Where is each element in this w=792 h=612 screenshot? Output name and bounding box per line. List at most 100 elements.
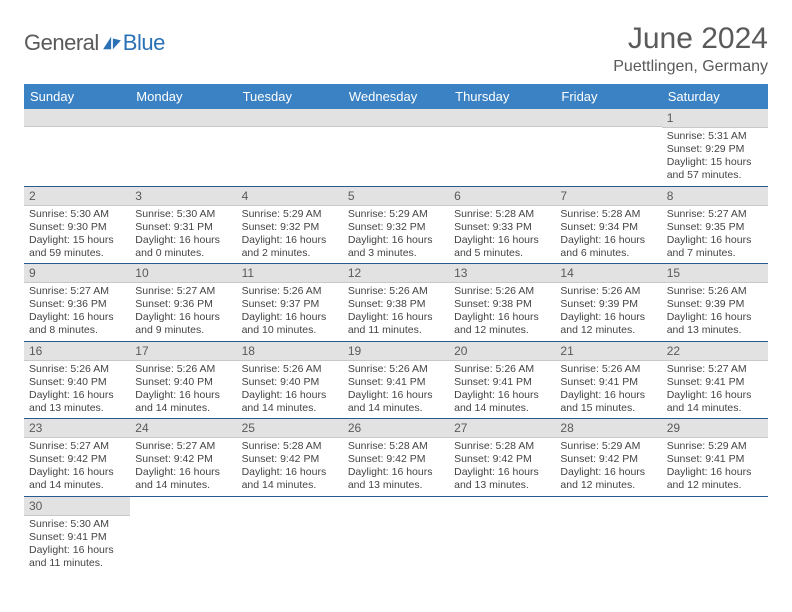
empty-day-bar	[237, 109, 343, 127]
calendar-week-row: 16Sunrise: 5:26 AMSunset: 9:40 PMDayligh…	[24, 341, 768, 419]
day-number: 21	[555, 342, 661, 361]
calendar-day-cell: 6Sunrise: 5:28 AMSunset: 9:33 PMDaylight…	[449, 186, 555, 264]
calendar-day-cell: 16Sunrise: 5:26 AMSunset: 9:40 PMDayligh…	[24, 341, 130, 419]
day-number: 26	[343, 419, 449, 438]
day-number: 2	[24, 187, 130, 206]
day-details: Sunrise: 5:30 AMSunset: 9:41 PMDaylight:…	[24, 516, 130, 574]
calendar-day-cell	[449, 496, 555, 573]
calendar-day-cell	[555, 496, 661, 573]
calendar-day-cell: 19Sunrise: 5:26 AMSunset: 9:41 PMDayligh…	[343, 341, 449, 419]
day-number: 12	[343, 264, 449, 283]
calendar-day-cell: 23Sunrise: 5:27 AMSunset: 9:42 PMDayligh…	[24, 419, 130, 497]
day-number: 9	[24, 264, 130, 283]
calendar-day-cell	[662, 496, 768, 573]
day-details: Sunrise: 5:26 AMSunset: 9:37 PMDaylight:…	[237, 283, 343, 341]
calendar-day-cell: 10Sunrise: 5:27 AMSunset: 9:36 PMDayligh…	[130, 264, 236, 342]
calendar-day-cell: 1Sunrise: 5:31 AMSunset: 9:29 PMDaylight…	[662, 109, 768, 186]
day-number: 6	[449, 187, 555, 206]
calendar-day-cell: 5Sunrise: 5:29 AMSunset: 9:32 PMDaylight…	[343, 186, 449, 264]
day-number: 24	[130, 419, 236, 438]
calendar-table: Sunday Monday Tuesday Wednesday Thursday…	[24, 84, 768, 573]
calendar-day-cell: 11Sunrise: 5:26 AMSunset: 9:37 PMDayligh…	[237, 264, 343, 342]
day-details: Sunrise: 5:27 AMSunset: 9:42 PMDaylight:…	[24, 438, 130, 496]
calendar-day-cell: 22Sunrise: 5:27 AMSunset: 9:41 PMDayligh…	[662, 341, 768, 419]
calendar-day-cell: 7Sunrise: 5:28 AMSunset: 9:34 PMDaylight…	[555, 186, 661, 264]
calendar-week-row: 9Sunrise: 5:27 AMSunset: 9:36 PMDaylight…	[24, 264, 768, 342]
day-number: 7	[555, 187, 661, 206]
day-number: 19	[343, 342, 449, 361]
day-number: 11	[237, 264, 343, 283]
calendar-page: General Blue June 2024 Puettlingen, Germ…	[0, 0, 792, 573]
header: General Blue June 2024 Puettlingen, Germ…	[24, 22, 768, 76]
calendar-day-cell: 27Sunrise: 5:28 AMSunset: 9:42 PMDayligh…	[449, 419, 555, 497]
calendar-day-cell: 14Sunrise: 5:26 AMSunset: 9:39 PMDayligh…	[555, 264, 661, 342]
calendar-day-cell: 8Sunrise: 5:27 AMSunset: 9:35 PMDaylight…	[662, 186, 768, 264]
day-details: Sunrise: 5:29 AMSunset: 9:32 PMDaylight:…	[343, 206, 449, 264]
weekday-header: Saturday	[662, 84, 768, 109]
day-details: Sunrise: 5:28 AMSunset: 9:42 PMDaylight:…	[343, 438, 449, 496]
calendar-day-cell: 18Sunrise: 5:26 AMSunset: 9:40 PMDayligh…	[237, 341, 343, 419]
location-label: Puettlingen, Germany	[613, 58, 768, 76]
empty-day-bar	[449, 109, 555, 127]
day-number: 18	[237, 342, 343, 361]
calendar-day-cell: 3Sunrise: 5:30 AMSunset: 9:31 PMDaylight…	[130, 186, 236, 264]
calendar-day-cell: 4Sunrise: 5:29 AMSunset: 9:32 PMDaylight…	[237, 186, 343, 264]
calendar-day-cell: 30Sunrise: 5:30 AMSunset: 9:41 PMDayligh…	[24, 496, 130, 573]
day-details: Sunrise: 5:28 AMSunset: 9:34 PMDaylight:…	[555, 206, 661, 264]
calendar-day-cell	[555, 109, 661, 186]
calendar-day-cell: 2Sunrise: 5:30 AMSunset: 9:30 PMDaylight…	[24, 186, 130, 264]
calendar-day-cell	[237, 496, 343, 573]
month-title: June 2024	[613, 22, 768, 56]
day-details: Sunrise: 5:30 AMSunset: 9:31 PMDaylight:…	[130, 206, 236, 264]
day-number: 4	[237, 187, 343, 206]
day-details: Sunrise: 5:26 AMSunset: 9:40 PMDaylight:…	[24, 361, 130, 419]
calendar-week-row: 2Sunrise: 5:30 AMSunset: 9:30 PMDaylight…	[24, 186, 768, 264]
weekday-header: Sunday	[24, 84, 130, 109]
calendar-day-cell: 13Sunrise: 5:26 AMSunset: 9:38 PMDayligh…	[449, 264, 555, 342]
empty-day-bar	[130, 109, 236, 127]
day-number: 22	[662, 342, 768, 361]
day-details: Sunrise: 5:29 AMSunset: 9:42 PMDaylight:…	[555, 438, 661, 496]
day-details: Sunrise: 5:26 AMSunset: 9:39 PMDaylight:…	[555, 283, 661, 341]
calendar-day-cell: 9Sunrise: 5:27 AMSunset: 9:36 PMDaylight…	[24, 264, 130, 342]
day-number: 30	[24, 497, 130, 516]
day-number: 14	[555, 264, 661, 283]
brand-logo: General Blue	[24, 30, 165, 56]
day-details: Sunrise: 5:27 AMSunset: 9:36 PMDaylight:…	[130, 283, 236, 341]
calendar-day-cell	[237, 109, 343, 186]
calendar-day-cell: 28Sunrise: 5:29 AMSunset: 9:42 PMDayligh…	[555, 419, 661, 497]
calendar-week-row: 30Sunrise: 5:30 AMSunset: 9:41 PMDayligh…	[24, 496, 768, 573]
calendar-day-cell	[343, 496, 449, 573]
calendar-day-cell: 25Sunrise: 5:28 AMSunset: 9:42 PMDayligh…	[237, 419, 343, 497]
brand-text-blue: Blue	[123, 30, 165, 56]
sail-icon	[101, 35, 123, 51]
weekday-header-row: Sunday Monday Tuesday Wednesday Thursday…	[24, 84, 768, 109]
weekday-header: Tuesday	[237, 84, 343, 109]
empty-day-bar	[343, 109, 449, 127]
day-number: 28	[555, 419, 661, 438]
day-details: Sunrise: 5:26 AMSunset: 9:38 PMDaylight:…	[449, 283, 555, 341]
day-details: Sunrise: 5:26 AMSunset: 9:38 PMDaylight:…	[343, 283, 449, 341]
day-details: Sunrise: 5:26 AMSunset: 9:40 PMDaylight:…	[130, 361, 236, 419]
weekday-header: Wednesday	[343, 84, 449, 109]
weekday-header: Monday	[130, 84, 236, 109]
day-number: 10	[130, 264, 236, 283]
day-number: 3	[130, 187, 236, 206]
day-number: 5	[343, 187, 449, 206]
calendar-week-row: 23Sunrise: 5:27 AMSunset: 9:42 PMDayligh…	[24, 419, 768, 497]
day-details: Sunrise: 5:27 AMSunset: 9:35 PMDaylight:…	[662, 206, 768, 264]
day-details: Sunrise: 5:30 AMSunset: 9:30 PMDaylight:…	[24, 206, 130, 264]
empty-day-bar	[24, 109, 130, 127]
day-details: Sunrise: 5:27 AMSunset: 9:42 PMDaylight:…	[130, 438, 236, 496]
brand-text-general: General	[24, 30, 99, 56]
day-number: 13	[449, 264, 555, 283]
weekday-header: Thursday	[449, 84, 555, 109]
day-details: Sunrise: 5:27 AMSunset: 9:36 PMDaylight:…	[24, 283, 130, 341]
day-details: Sunrise: 5:27 AMSunset: 9:41 PMDaylight:…	[662, 361, 768, 419]
day-number: 25	[237, 419, 343, 438]
day-number: 23	[24, 419, 130, 438]
day-details: Sunrise: 5:28 AMSunset: 9:33 PMDaylight:…	[449, 206, 555, 264]
calendar-day-cell: 15Sunrise: 5:26 AMSunset: 9:39 PMDayligh…	[662, 264, 768, 342]
calendar-day-cell: 21Sunrise: 5:26 AMSunset: 9:41 PMDayligh…	[555, 341, 661, 419]
title-block: June 2024 Puettlingen, Germany	[613, 22, 768, 76]
